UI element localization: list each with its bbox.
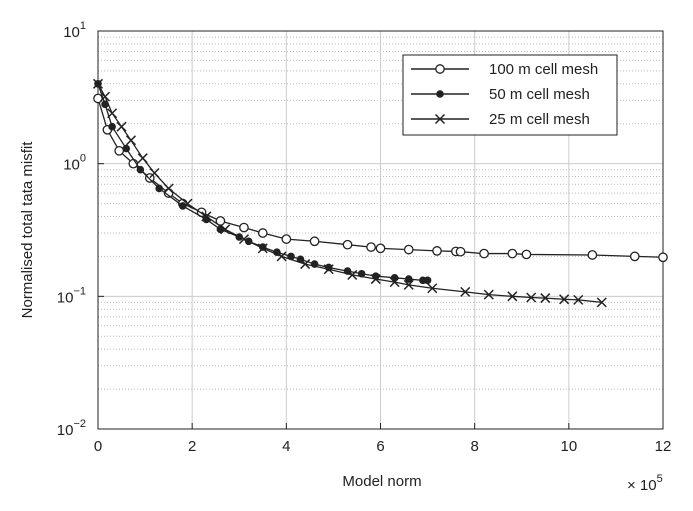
- y-axis-label: Normalised total tata misfit: [19, 141, 36, 319]
- x-tick-label: 2: [188, 438, 196, 455]
- marker: [136, 165, 145, 174]
- x-tick-label: 10: [560, 438, 577, 455]
- legend-label: 25 m cell mesh: [489, 111, 590, 128]
- marker: [436, 90, 444, 98]
- plot-frame: [97, 30, 664, 430]
- x-multiplier: × 105: [627, 473, 663, 494]
- marker: [629, 251, 640, 262]
- x-multiplier-base: × 10: [627, 477, 657, 494]
- marker: [116, 121, 127, 132]
- x-multiplier-exponent: 5: [657, 473, 663, 485]
- marker: [483, 289, 494, 300]
- marker: [403, 279, 414, 290]
- marker: [526, 292, 537, 303]
- marker: [427, 283, 438, 294]
- marker: [366, 242, 376, 252]
- x-tick-label: 4: [282, 438, 290, 455]
- marker: [220, 224, 231, 235]
- marker: [434, 113, 446, 125]
- marker: [257, 243, 268, 254]
- y-tick-label: 100: [63, 153, 86, 174]
- marker: [155, 184, 164, 193]
- marker: [435, 64, 445, 74]
- marker: [309, 236, 320, 247]
- marker: [587, 250, 598, 260]
- marker: [479, 248, 489, 259]
- marker: [201, 211, 212, 222]
- marker: [238, 234, 249, 245]
- x-axis-label: Model norm: [342, 473, 421, 490]
- y-tick-base: 10: [63, 24, 80, 41]
- y-tick-label: 10−2: [57, 418, 86, 439]
- y-tick-label: 101: [63, 20, 86, 41]
- legend-label: 100 m cell mesh: [489, 61, 598, 78]
- marker: [347, 269, 358, 280]
- marker: [276, 251, 287, 262]
- marker: [182, 198, 193, 209]
- y-tick-base: 10: [57, 422, 74, 439]
- marker: [107, 108, 118, 119]
- marker: [137, 153, 148, 164]
- y-tick-exponent: 0: [80, 153, 86, 165]
- marker: [540, 293, 551, 304]
- marker: [149, 167, 160, 179]
- marker: [559, 294, 570, 305]
- legend-label: 50 m cell mesh: [489, 86, 590, 103]
- marker: [658, 252, 668, 263]
- marker: [300, 259, 311, 270]
- marker: [507, 291, 518, 302]
- marker: [323, 264, 334, 275]
- marker: [375, 243, 386, 254]
- marker: [573, 294, 584, 305]
- x-tick-label: 6: [376, 438, 384, 455]
- marker: [403, 244, 414, 255]
- marker: [281, 234, 292, 244]
- marker: [404, 275, 413, 283]
- marker: [257, 228, 268, 238]
- marker: [122, 144, 131, 153]
- y-tick-base: 10: [57, 289, 74, 306]
- x-tick-label: 0: [94, 438, 102, 455]
- marker: [596, 297, 607, 308]
- marker: [460, 286, 471, 297]
- marker: [114, 145, 125, 156]
- y-tick-exponent: 1: [80, 20, 86, 32]
- y-tick-base: 10: [63, 157, 80, 174]
- marker: [163, 183, 174, 194]
- marker: [370, 274, 381, 285]
- marker: [125, 135, 136, 146]
- marker: [423, 276, 432, 285]
- marker: [521, 249, 532, 260]
- y-tick-exponent: −1: [73, 285, 86, 297]
- x-tick-label: 8: [470, 438, 478, 455]
- marker: [455, 246, 466, 257]
- marker: [342, 239, 353, 250]
- x-tick-label: 12: [655, 438, 672, 455]
- marker: [100, 91, 111, 102]
- marker: [507, 248, 518, 259]
- marker: [108, 122, 116, 131]
- y-tick-label: 10−1: [57, 285, 86, 306]
- marker: [432, 246, 442, 256]
- marker: [92, 78, 104, 89]
- marker: [389, 277, 400, 288]
- marker: [239, 222, 249, 233]
- y-tick-exponent: −2: [73, 418, 86, 430]
